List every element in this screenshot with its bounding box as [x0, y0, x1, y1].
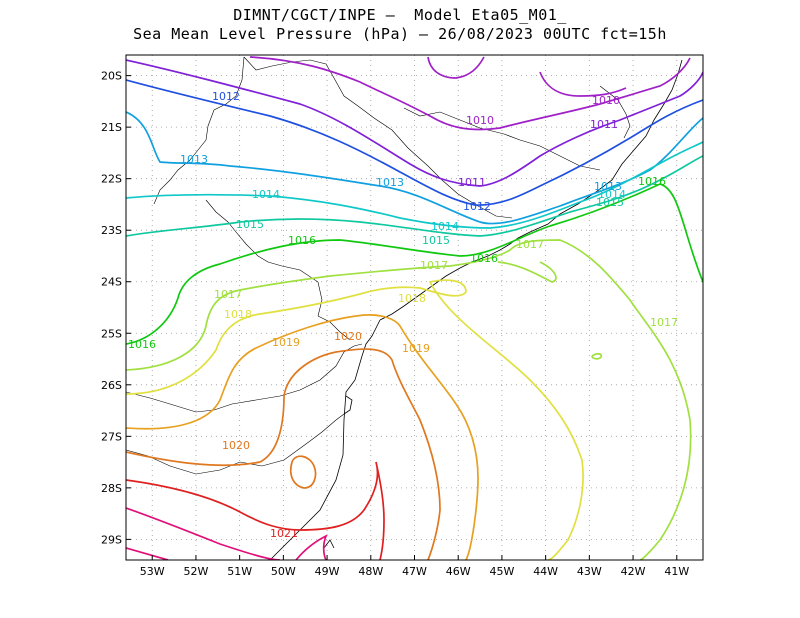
contour-label: 1010	[592, 94, 620, 107]
y-tick-label: 27S	[101, 430, 122, 443]
y-tick-label: 23S	[101, 224, 122, 237]
x-tick-label: 42W	[621, 565, 646, 578]
contour-label: 1012	[463, 200, 491, 213]
chart-title-line1: DIMNT/CGCT/INPE – Model Eta05_M01_	[233, 6, 567, 24]
y-tick-label: 24S	[101, 276, 122, 289]
contour-label: 1017	[214, 288, 242, 301]
contour-label: 1014	[431, 220, 459, 233]
contour-label: 1010	[466, 114, 494, 127]
contour-1017-c	[591, 352, 603, 360]
y-tick-label: 25S	[101, 327, 122, 340]
contour-label: 1020	[222, 439, 250, 452]
y-axis: 20S 21S 22S 23S 24S 25S 26S 27S 28S 29S	[101, 70, 131, 546]
contour-labels: 1012 1010 1010 1011 1013 1013 1011 1013 …	[128, 90, 678, 540]
y-tick-label: 22S	[101, 173, 122, 186]
contour-1022	[126, 507, 328, 560]
contour-1014	[126, 141, 703, 229]
x-tick-label: 49W	[315, 565, 340, 578]
x-axis: 53W 52W 51W 50W 49W 48W 47W 46W 45W 44W 43W 42W 41W	[140, 555, 689, 578]
contour-label: 1019	[402, 342, 430, 355]
x-tick-label: 51W	[227, 565, 252, 578]
x-tick-label: 43W	[577, 565, 602, 578]
contour-label: 1017	[420, 259, 448, 272]
contour-1021	[126, 461, 385, 560]
contour-1017-a	[126, 239, 692, 560]
contour-1016	[126, 183, 703, 345]
grid-lines	[126, 55, 703, 560]
contour-1018-a	[126, 279, 584, 560]
x-tick-label: 50W	[271, 565, 296, 578]
contour-label: 1019	[272, 336, 300, 349]
contour-label: 1021	[270, 527, 298, 540]
contour-1010-a	[249, 56, 691, 131]
x-tick-label: 46W	[446, 565, 471, 578]
contour-1011	[126, 59, 703, 187]
x-tick-label: 41W	[664, 565, 689, 578]
coastline	[269, 59, 683, 560]
contour-1015	[126, 155, 703, 237]
x-tick-label: 52W	[184, 565, 209, 578]
contour-label: 1016	[470, 252, 498, 265]
contour-label: 1016	[288, 234, 316, 247]
x-tick-label: 47W	[402, 565, 427, 578]
contour-label: 1017	[650, 316, 678, 329]
contour-label: 1011	[590, 118, 618, 131]
contour-label: 1012	[212, 90, 240, 103]
contour-label: 1018	[224, 308, 252, 321]
x-tick-label: 48W	[358, 565, 383, 578]
contour-1012	[126, 79, 703, 206]
contour-1010-c	[539, 71, 627, 97]
contour-label: 1016	[128, 338, 156, 351]
contour-label: 1020	[334, 330, 362, 343]
contour-label: 1014	[598, 188, 626, 201]
contour-label: 1014	[252, 188, 280, 201]
contour-1019	[126, 314, 479, 560]
contour-label: 1013	[180, 153, 208, 166]
contour-label: 1018	[398, 292, 426, 305]
y-tick-label: 21S	[101, 121, 122, 134]
contour-label: 1013	[594, 180, 622, 193]
x-tick-label: 44W	[533, 565, 558, 578]
contour-label: 1016	[638, 175, 666, 188]
x-tick-label: 53W	[140, 565, 165, 578]
y-tick-label: 28S	[101, 482, 122, 495]
contour-label: 1015	[422, 234, 450, 247]
contour-label: 1015	[596, 196, 624, 209]
chart-title-line2: Sea Mean Level Pressure (hPa) – 26/08/20…	[133, 25, 667, 43]
contour-label: 1013	[376, 176, 404, 189]
state-borders	[126, 56, 631, 475]
y-tick-label: 26S	[101, 379, 122, 392]
x-tick-label: 45W	[489, 565, 514, 578]
contour-label: 1015	[236, 218, 264, 231]
contour-1020-b	[289, 455, 317, 489]
contour-label: 1011	[458, 176, 486, 189]
contour-1020-a	[126, 348, 441, 560]
y-tick-label: 29S	[101, 533, 122, 546]
contour-label: 1017	[516, 238, 544, 251]
contour-1010-b	[427, 56, 485, 79]
contour-1017-b	[497, 261, 557, 283]
y-tick-label: 20S	[101, 70, 122, 83]
